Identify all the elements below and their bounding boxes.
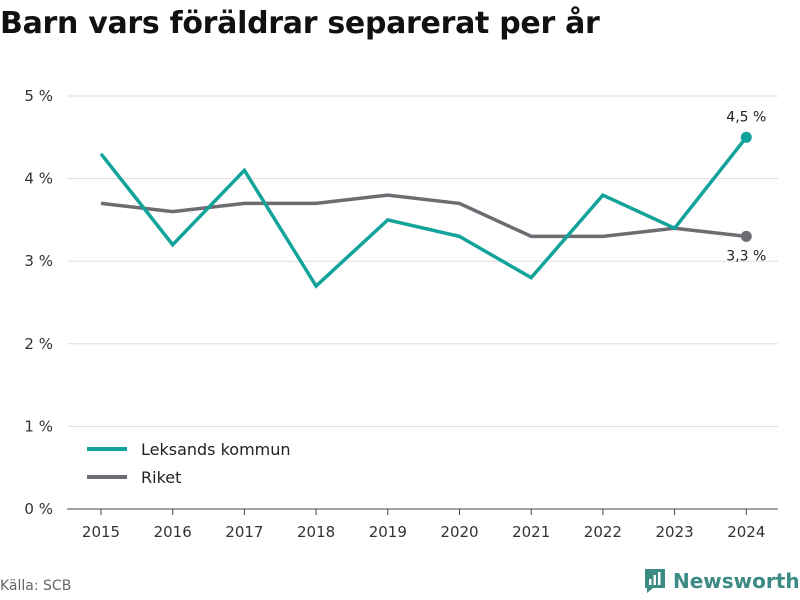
series-lines	[99, 136, 748, 289]
x-tick-label: 2015	[82, 523, 120, 541]
newsworthy-logo: Newsworthy	[644, 568, 800, 594]
gridlines	[67, 95, 778, 427]
x-tick-label: 2024	[727, 523, 765, 541]
x-tick-label: 2016	[154, 523, 192, 541]
x-tick-label: 2020	[440, 523, 478, 541]
x-tick-label: 2022	[584, 523, 622, 541]
y-tick-label: 3 %	[24, 252, 53, 270]
x-axis: 2015 2016 2017 2018 2019 2020 2021 2022 2023 2024	[67, 508, 778, 541]
end-point-leksands-kommun	[740, 131, 752, 143]
y-tick-label: 1 %	[24, 417, 53, 435]
x-tick-label: 2021	[512, 523, 550, 541]
brand-name: Newsworthy	[673, 569, 800, 593]
end-value-label: 4,5 %	[726, 109, 766, 125]
y-tick-label: 0 %	[24, 500, 53, 518]
x-tick-label: 2017	[225, 523, 263, 541]
series-line-leksands-kommun	[99, 136, 748, 289]
end-value-label: 3,3 %	[726, 248, 766, 264]
x-tick-label: 2019	[369, 523, 407, 541]
legend-label: Riket	[141, 468, 181, 487]
chart-title: Barn vars föräldrar separerat per år	[0, 6, 600, 41]
y-tick-label: 4 %	[24, 170, 53, 188]
y-tick-label: 5 %	[24, 87, 53, 105]
legend: Leksands kommun Riket	[87, 440, 291, 487]
source-note: Källa: SCB	[0, 578, 72, 594]
y-axis-ticks: 0 % 1 % 2 % 3 % 4 % 5 %	[24, 87, 53, 518]
newsworthy-logo-icon	[645, 569, 665, 593]
y-tick-label: 2 %	[24, 335, 53, 353]
end-point-riket	[740, 230, 752, 242]
legend-label: Leksands kommun	[141, 440, 291, 459]
x-tick-label: 2018	[297, 523, 335, 541]
end-markers: 4,5 % 3,3 %	[726, 109, 766, 264]
x-tick-label: 2023	[656, 523, 694, 541]
